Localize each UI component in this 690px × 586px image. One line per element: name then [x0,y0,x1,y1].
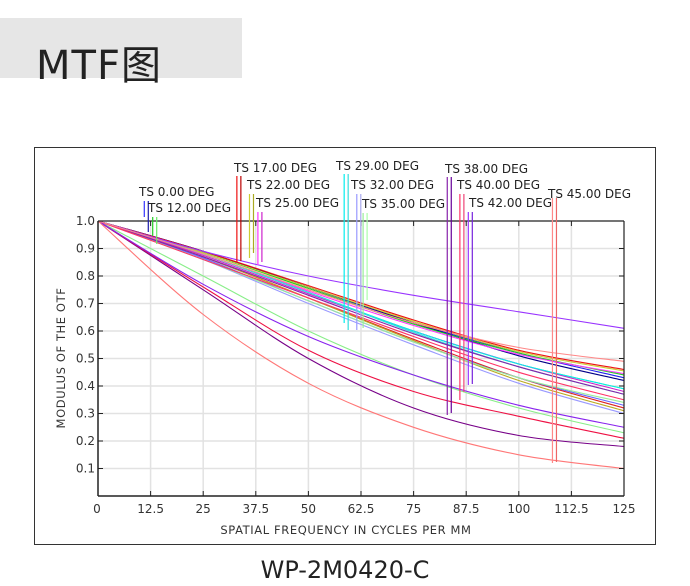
x-tick-label: 37.5 [242,502,269,516]
x-tick-label: 0 [93,502,101,516]
x-tick-label: 87.5 [453,502,480,516]
model-caption: WP-2M0420-C [260,556,430,584]
y-tick-label: 0.9 [76,242,95,256]
x-tick-label: 112.5 [554,502,588,516]
x-tick-label: 25 [196,502,211,516]
y-tick-label: 0.5 [76,352,95,366]
field-label: TS 42.00 DEG [468,196,552,210]
mtf-curve-ts-35-00-deg-s [97,220,625,434]
mtf-curve-ts-42-00-deg-s [97,220,625,428]
y-axis-label: MODULUS OF THE OTF [54,288,68,429]
field-label: TS 22.00 DEG [246,178,330,192]
mtf-curve-ts-38-00-deg-s [97,220,625,448]
x-axis-label: SPATIAL FREQUENCY IN CYCLES PER MM [220,523,471,537]
field-label: TS 17.00 DEG [233,161,317,175]
field-label: TS 0.00 DEG [138,185,214,199]
chart-frame [34,147,656,545]
field-label: TS 25.00 DEG [255,196,339,210]
y-tick-label: 0.3 [76,407,95,421]
mtf-curve-ts-40-00-deg-s [97,220,625,439]
y-tick-label: 0.6 [76,324,95,338]
field-label: TS 35.00 DEG [361,197,445,211]
y-tick-label: 0.2 [76,434,95,448]
field-label: TS 45.00 DEG [547,187,631,201]
field-label: TS 32.00 DEG [350,178,434,192]
x-tick-label: 125 [613,502,636,516]
field-label: TS 40.00 DEG [456,178,540,192]
x-tick-label: 62.5 [348,502,375,516]
field-label: TS 12.00 DEG [147,201,231,215]
y-tick-label: 0.8 [76,269,95,283]
y-tick-label: 1.0 [76,214,95,228]
y-tick-label: 0.7 [76,297,95,311]
header-banner: MTF图 [0,18,242,89]
x-tick-label: 50 [301,502,316,516]
page-title: MTF图 [36,43,162,89]
field-markers: TS 0.00 DEG TS 12.00 DEG TS 17.00 DEG TS 22… [138,159,631,463]
x-tick-labels: 0 12.5 25 37.5 50 62.5 75 87.5 100 112.5 125 [93,502,635,516]
y-tick-label: 0.1 [76,462,95,476]
field-label: TS 38.00 DEG [444,162,528,176]
x-tick-label: 100 [507,502,530,516]
field-label: TS 29.00 DEG [335,159,419,173]
x-tick-label: 75 [406,502,421,516]
mtf-curve-ts-45-00-deg-s [97,220,625,470]
y-tick-labels: 0.1 0.2 0.3 0.4 0.5 0.6 0.7 0.8 0.9 1.0 [76,214,95,476]
x-tick-label: 12.5 [137,502,164,516]
y-tick-label: 0.4 [76,379,95,393]
